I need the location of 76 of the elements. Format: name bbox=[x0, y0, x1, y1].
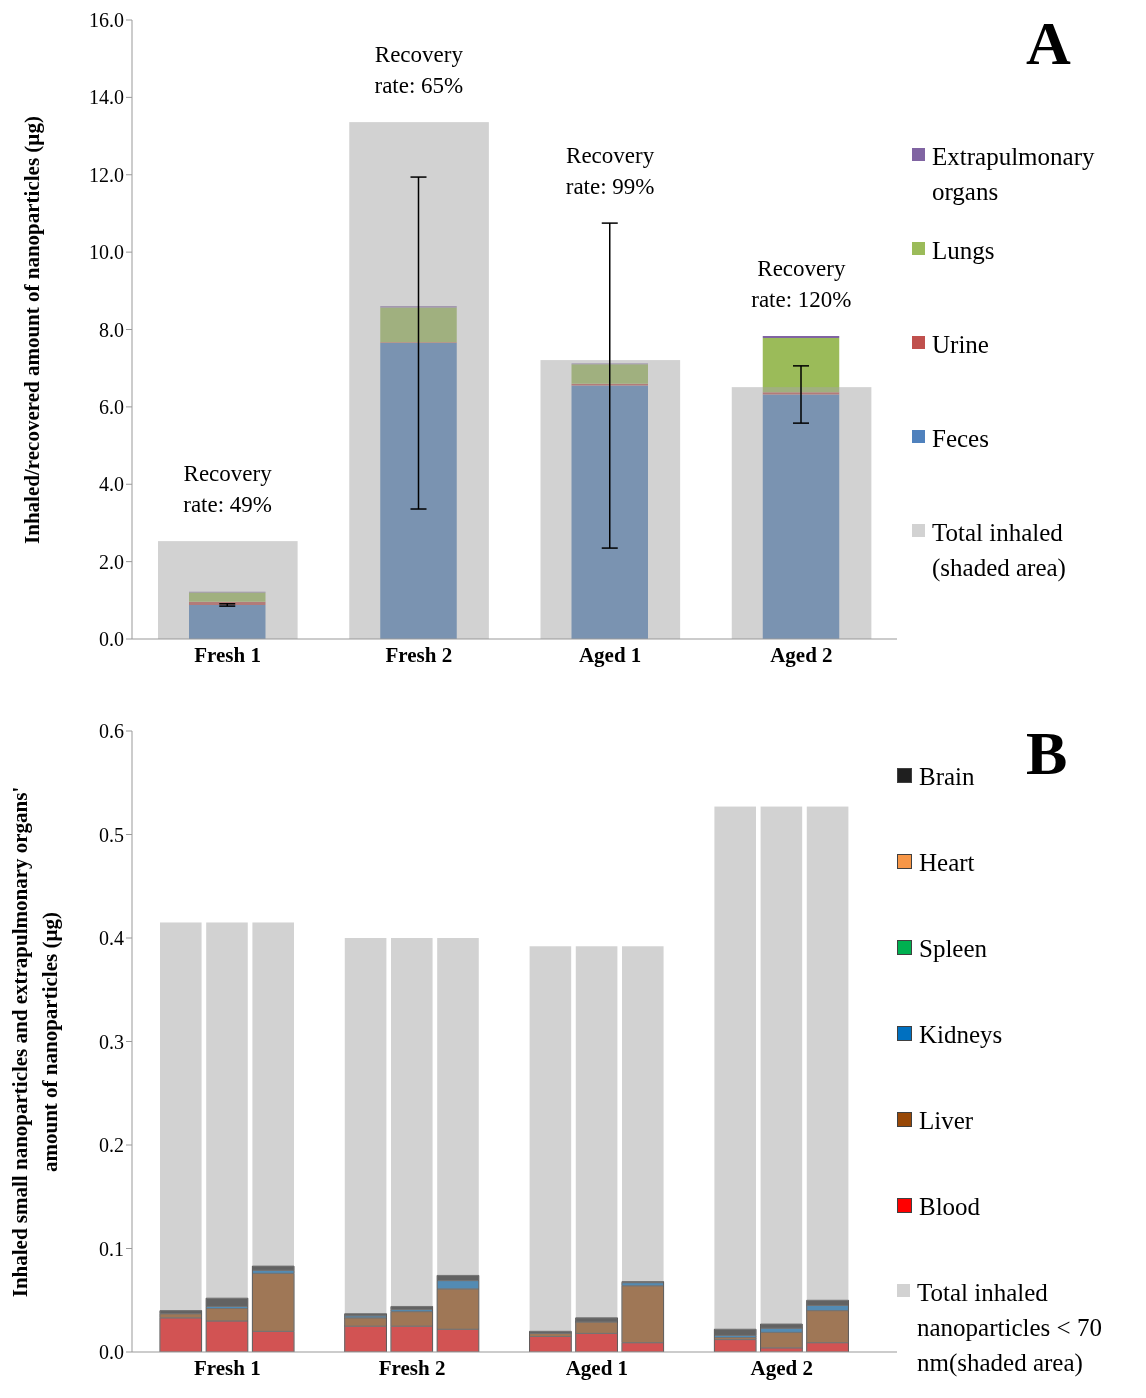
bar bbox=[806, 806, 849, 1352]
y-tick-label: 0.6 bbox=[99, 720, 124, 743]
y-tick-label: 10.0 bbox=[89, 241, 124, 264]
bar bbox=[160, 922, 202, 1352]
bar bbox=[731, 387, 872, 639]
y-tick-label: 14.0 bbox=[89, 86, 124, 109]
y-axis-title: Inhaled small nanoparticles and extrapulmonary organs' amount of nanoparticles (µg) bbox=[7, 785, 63, 1299]
y-tick-label: 4.0 bbox=[99, 473, 124, 496]
bar bbox=[380, 307, 457, 343]
bar bbox=[713, 1328, 757, 1336]
bar bbox=[571, 385, 648, 639]
legend-label: Heart bbox=[919, 848, 975, 878]
legend-label: Kidneys bbox=[919, 1020, 1003, 1050]
y-tick-label: 0.0 bbox=[99, 1341, 124, 1364]
text: A bbox=[1026, 8, 1071, 78]
annotation: Recovery rate: 65% bbox=[374, 42, 464, 99]
y-tick-label: 0.5 bbox=[99, 823, 124, 846]
bar bbox=[760, 806, 803, 1352]
x-tick-label: Aged 1 bbox=[578, 642, 642, 667]
bar bbox=[760, 1323, 803, 1329]
legend-label: Total inhaled nanoparticles < 70 nm(shaded area) bbox=[917, 1278, 1103, 1379]
bar bbox=[390, 1305, 434, 1311]
bar bbox=[251, 1265, 295, 1271]
y-tick-label: 0.4 bbox=[99, 927, 124, 950]
bar bbox=[349, 122, 489, 639]
bar bbox=[159, 1317, 203, 1352]
y-tick-label: 0.2 bbox=[99, 1134, 124, 1157]
bar bbox=[762, 338, 840, 393]
x-tick-label: Fresh 2 bbox=[378, 1355, 446, 1380]
bar bbox=[158, 541, 298, 639]
y-tick-label: 12.0 bbox=[89, 163, 124, 186]
bar bbox=[189, 604, 266, 639]
y-tick-label: 16.0 bbox=[89, 9, 124, 32]
bar bbox=[540, 360, 681, 639]
bar bbox=[159, 1310, 203, 1315]
x-tick-label: Fresh 1 bbox=[194, 642, 261, 667]
bar bbox=[437, 938, 479, 1352]
y-tick-label: 6.0 bbox=[99, 395, 124, 418]
bar bbox=[380, 343, 457, 639]
bar bbox=[252, 922, 294, 1352]
text: B bbox=[1026, 718, 1068, 788]
x-tick-label: Fresh 2 bbox=[385, 642, 453, 667]
legend-label: Spleen bbox=[919, 934, 988, 964]
x-tick-label: Aged 1 bbox=[565, 1355, 629, 1380]
bar bbox=[529, 946, 572, 1352]
bar bbox=[189, 592, 266, 602]
bar bbox=[714, 806, 756, 1352]
annotation: Recovery rate: 120% bbox=[751, 256, 852, 313]
y-tick-label: 8.0 bbox=[99, 318, 124, 341]
bar bbox=[760, 1331, 803, 1349]
y-axis-title: Inhaled/recovered amount of nanoparticles (µg) bbox=[19, 114, 45, 546]
y-tick-label: 0.1 bbox=[99, 1237, 124, 1260]
legend-label: Blood bbox=[919, 1192, 981, 1222]
annotation: Recovery rate: 49% bbox=[183, 461, 273, 518]
legend-label: Liver bbox=[919, 1106, 974, 1136]
bar bbox=[622, 946, 664, 1352]
legend-label: Urine bbox=[932, 330, 989, 360]
y-tick-label: 0.0 bbox=[99, 628, 124, 651]
legend-label: Feces bbox=[932, 424, 989, 454]
bar bbox=[575, 946, 618, 1352]
legend-label: Brain bbox=[919, 762, 975, 792]
bar bbox=[391, 938, 433, 1352]
bar bbox=[344, 938, 387, 1352]
x-tick-label: Aged 2 bbox=[750, 1355, 813, 1380]
x-tick-label: Fresh 1 bbox=[193, 1355, 261, 1380]
bar bbox=[206, 922, 248, 1352]
legend-label: Lungs bbox=[932, 236, 995, 266]
bar bbox=[571, 364, 648, 384]
y-tick-label: 0.3 bbox=[99, 1030, 124, 1053]
annotation: Recovery rate: 99% bbox=[565, 143, 655, 200]
legend-label: Total inhaled (shaded area) bbox=[932, 518, 1067, 584]
legend-label: Extrapulmonary organs bbox=[932, 142, 1096, 207]
y-tick-label: 2.0 bbox=[99, 550, 124, 573]
bar bbox=[205, 1297, 249, 1307]
bar bbox=[762, 394, 840, 639]
x-tick-label: Aged 2 bbox=[770, 642, 833, 667]
